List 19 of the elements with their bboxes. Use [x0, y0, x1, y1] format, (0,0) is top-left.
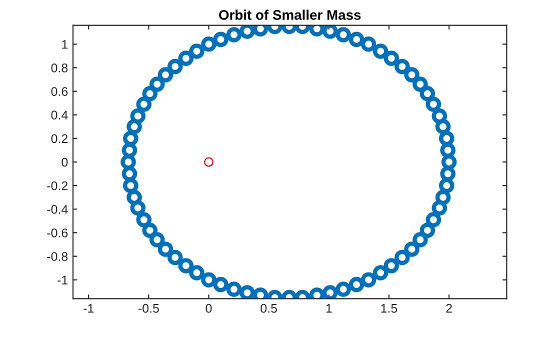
y-tick-label: 1 [62, 40, 68, 49]
x-tick-label: 0.5 [260, 304, 277, 313]
y-tick-label: 0.4 [51, 110, 68, 120]
y-tick-label: 0.6 [51, 87, 68, 96]
y-tick-label: -0.2 [47, 181, 68, 190]
y-tick-label: -0.8 [47, 252, 68, 261]
x-tick-label: 2 [446, 304, 452, 313]
y-tick-label: -0.6 [47, 228, 68, 238]
x-tick-label: 1.5 [381, 304, 398, 313]
y-tick-label: -1 [58, 276, 68, 284]
y-tick-label: 0.2 [51, 134, 68, 144]
x-tick-label: 0 [206, 304, 212, 313]
x-tick-label: -0.5 [138, 304, 159, 313]
y-tick-label: 0 [62, 158, 68, 167]
y-tick-label: -0.4 [47, 204, 68, 214]
x-tick-label: -1 [84, 304, 94, 313]
y-tick-label: 0.8 [51, 64, 68, 72]
x-tick-label: 1 [326, 304, 332, 313]
chart-title: Orbit of Smaller Mass [219, 10, 361, 20]
